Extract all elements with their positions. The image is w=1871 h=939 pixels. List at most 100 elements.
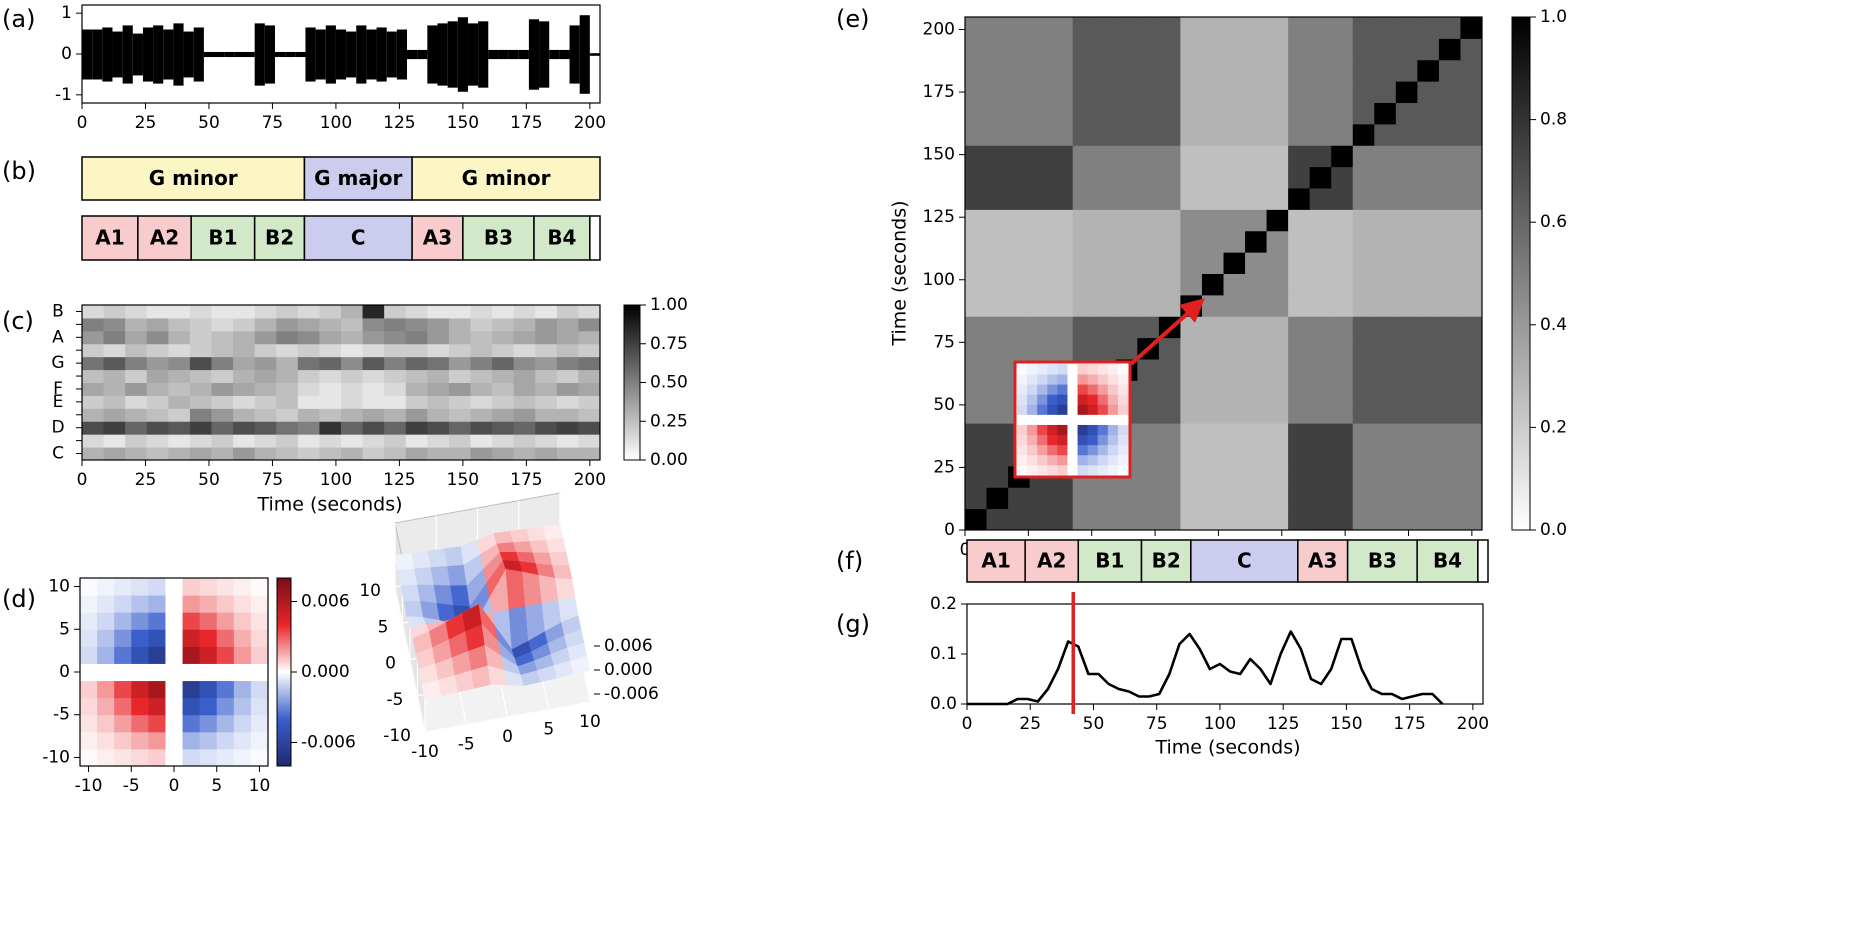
segment-label: A1 [981, 549, 1010, 573]
surface-face [546, 537, 567, 554]
heatmap-cell [1288, 294, 1311, 317]
heatmap-cell [1158, 487, 1181, 510]
heatmap-cell [103, 330, 126, 345]
y-tick-label: 150 [923, 145, 955, 165]
kernel-cell [131, 680, 149, 699]
heatmap-cell [297, 421, 320, 435]
kernel-cell [199, 595, 218, 613]
heatmap-cell [965, 230, 988, 253]
heatmap-cell [211, 356, 234, 371]
segment-label: B1 [208, 226, 237, 250]
heatmap-cell [146, 305, 169, 319]
heatmap-cell [1309, 252, 1332, 274]
heatmap-cell [211, 395, 234, 409]
heatmap-cell [1331, 38, 1354, 61]
heatmap-cell [1288, 230, 1311, 253]
kernel-cell [216, 612, 235, 630]
kernel-cell [182, 697, 201, 716]
y-tick-label: 200 [923, 20, 955, 40]
heatmap-cell [986, 273, 1009, 296]
x-tick-label: 200 [574, 470, 606, 490]
heatmap-cell [1051, 145, 1074, 168]
x-axis-label: Time (seconds) [256, 494, 402, 516]
heatmap-cell [189, 434, 212, 448]
y-tick-label: 125 [923, 207, 955, 227]
heatmap-cell [1288, 444, 1311, 467]
heatmap-cell [1352, 508, 1375, 531]
heatmap-cell [297, 343, 320, 358]
heatmap-cell [103, 382, 126, 396]
kernel-cell [80, 629, 98, 647]
heatmap-cell [965, 316, 988, 339]
heatmap-cell [1331, 444, 1354, 467]
heatmap-cell [1008, 273, 1031, 296]
y-tick-label: -10 [383, 726, 411, 746]
heatmap-cell [1072, 81, 1095, 103]
heatmap-cell [1331, 166, 1354, 189]
kernel-cell [131, 663, 149, 682]
inset-cell [1107, 364, 1119, 375]
heatmap-cell [1460, 508, 1483, 531]
heatmap-cell [1094, 294, 1117, 317]
heatmap-cell [384, 305, 407, 319]
inset-cell [1047, 374, 1058, 385]
heatmap-cell [986, 17, 1009, 39]
inset-cell [1057, 464, 1068, 476]
heatmap-cell [1288, 81, 1311, 103]
heatmap-cell [1352, 17, 1375, 39]
heatmap-cell [1245, 401, 1268, 424]
segment [1477, 539, 1489, 583]
heatmap-cell [1201, 508, 1224, 531]
segment-label: B4 [547, 226, 576, 250]
heatmap-cell [1158, 166, 1181, 189]
heatmap-cell [1008, 38, 1031, 61]
kernel-cell [131, 731, 149, 750]
surface-face [513, 541, 534, 554]
heatmap-cell [986, 209, 1009, 232]
heatmap-cell [965, 59, 988, 82]
y-tick-label: 0.000 [301, 662, 350, 682]
inset-cell [1087, 454, 1099, 466]
heatmap-cell [1137, 444, 1160, 467]
heatmap-cell [1266, 17, 1289, 39]
waveform-envelope [508, 49, 519, 60]
heatmap-cell [233, 305, 256, 319]
heatmap-cell [1137, 123, 1160, 146]
heatmap-cell [1395, 188, 1418, 210]
heatmap-cell [1223, 359, 1246, 381]
heatmap-cell [1288, 465, 1311, 488]
heatmap-cell [556, 421, 579, 435]
heatmap-cell [1180, 273, 1203, 296]
heatmap-cell [1201, 17, 1224, 39]
heatmap-cell [1094, 337, 1117, 360]
kernel-cell [148, 629, 166, 647]
segment [1140, 539, 1192, 583]
kernel-cell [199, 646, 218, 664]
heatmap-cell [556, 330, 579, 345]
kernel-cell [250, 612, 269, 630]
heatmap-cell [535, 356, 558, 371]
surface-face [430, 566, 451, 587]
heatmap-cell [1438, 359, 1461, 381]
inset-cell [1057, 434, 1068, 446]
heatmap-cell [1115, 38, 1138, 61]
kernel-cell [250, 578, 269, 596]
heatmap-cell [1309, 401, 1332, 424]
heatmap-cell [1417, 444, 1440, 467]
waveform-envelope [335, 29, 347, 80]
heatmap-cell [1158, 17, 1181, 39]
heatmap-cell [1223, 59, 1246, 82]
heatmap-cell [1137, 465, 1160, 488]
heatmap-cell [1158, 444, 1181, 467]
heatmap-cell [1460, 145, 1483, 168]
heatmap-cell [1223, 380, 1246, 403]
inset-cell [1087, 394, 1099, 405]
heatmap-cell [1417, 209, 1440, 232]
heatmap-cell [1158, 230, 1181, 253]
surface-face [447, 564, 468, 587]
heatmap-cell [1223, 102, 1246, 125]
heatmap-cell [319, 434, 342, 448]
heatmap-cell [1051, 17, 1074, 39]
heatmap-cell [82, 317, 105, 332]
heatmap-cell [1352, 380, 1375, 403]
